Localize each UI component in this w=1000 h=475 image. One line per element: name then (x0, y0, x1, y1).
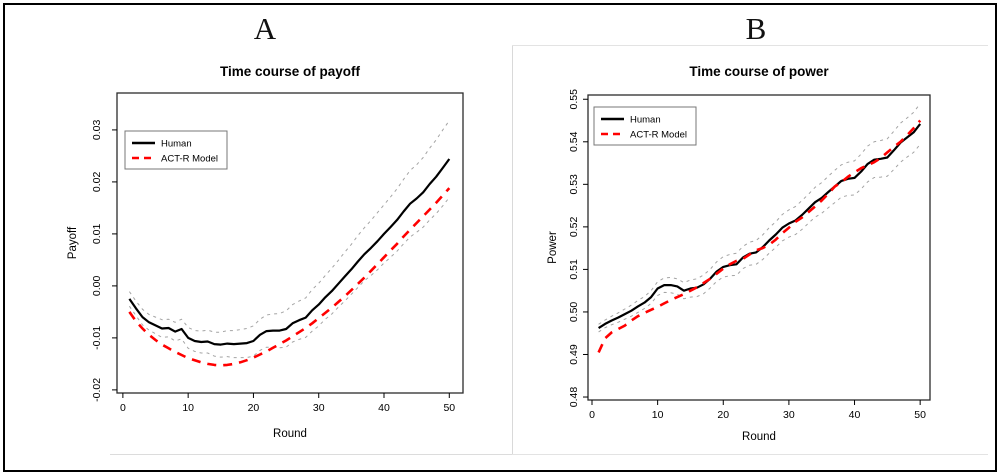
panel-b-series-ci-lower-human- (598, 143, 921, 333)
legend-human-label: Human (161, 139, 192, 150)
panel-b-y-tick-label: 0.52 (568, 216, 580, 237)
panel-divider-line (512, 45, 513, 455)
panel-b-series-act-r-model (597, 119, 922, 353)
panel-a-plot-box (116, 92, 464, 394)
panel-b-x-tick-label: 0 (589, 409, 595, 421)
panel-a-x-tick-label: 0 (120, 402, 126, 414)
legend-human-label: Human (630, 115, 661, 126)
legend-model-label: ACT-R Model (630, 130, 687, 141)
panel-a-x-tick-label: 50 (443, 402, 455, 414)
panel-a-y-tick-label: 0.03 (91, 120, 103, 141)
panel-a-series-act-r-model (128, 187, 451, 367)
panel-b-y-tick-label: 0.50 (568, 302, 580, 323)
panel-b-y-tick-label: 0.54 (568, 131, 580, 152)
panel-a-x-tick-label: 40 (378, 402, 390, 414)
panel-a-x-tick-label: 10 (182, 402, 194, 414)
panel-b-letter: B (745, 11, 767, 46)
panel-a-series-ci-lower-human- (128, 197, 450, 359)
panel-a-legend-box (124, 130, 228, 170)
panel-a-chart: Time course of payoff Round Payoff 0 10 20 30 4… (67, 64, 464, 440)
panel-b-bottom-edge (512, 454, 988, 455)
panel-b-x-axis-label: Round (742, 431, 776, 443)
legend-model-label: ACT-R Model (161, 154, 218, 165)
panel-b-chart-title: Time course of power (689, 64, 829, 79)
panel-a-bottom-edge (110, 454, 760, 455)
panel-a-y-tick-label: 0.02 (91, 172, 103, 193)
panel-a-y-tick-label: -0.02 (91, 378, 103, 402)
panel-b-x-tick-label: 50 (914, 409, 926, 421)
panel-b-top-edge (512, 45, 988, 46)
panel-a-series-ci-upper-human- (128, 120, 450, 333)
figure-border (3, 3, 997, 472)
panel-a-x-tick-label: 30 (313, 402, 325, 414)
panel-b-legend: Human ACT-R Model (593, 106, 697, 146)
panel-b-plot-box (587, 94, 931, 401)
panel-a-x-tick-label: 20 (248, 402, 260, 414)
panel-b-series-ci-upper-human- (598, 103, 921, 325)
panel-a-y-tick-label: -0.01 (91, 326, 103, 350)
panel-b-x-tick-label: 30 (783, 409, 795, 421)
panel-b-y-axis-label: Power (547, 231, 559, 264)
panel-b-y-tick-label: 0.48 (568, 387, 580, 408)
panel-b-x-tick-label: 10 (652, 409, 664, 421)
panel-a-chart-title: Time course of payoff (220, 64, 361, 79)
panel-a-letter: A (253, 11, 277, 46)
panel-b-x-tick-label: 20 (717, 409, 729, 421)
panel-b-x-tick-label: 40 (849, 409, 861, 421)
panel-b-y-tick-label: 0.51 (568, 259, 580, 280)
panel-b-series-human (598, 123, 922, 330)
panel-a-y-tick-label: 0.00 (91, 276, 103, 297)
panel-b-y-tick-label: 0.53 (568, 174, 580, 195)
panel-b-y-tick-label: 0.49 (568, 344, 580, 365)
panel-a-series-human (128, 158, 451, 346)
panel-a-x-axis-label: Round (273, 428, 307, 440)
panel-a-legend: Human ACT-R Model (124, 130, 228, 170)
panel-b-chart: Time course of power Round Power 0 10 20 30 40 5… (547, 64, 931, 443)
panel-a-y-axis-label: Payoff (67, 226, 79, 259)
panel-b-legend-box (593, 106, 697, 146)
panel-a-y-tick-label: 0.01 (91, 224, 103, 245)
panel-b-y-tick-label: 0.55 (568, 89, 580, 110)
